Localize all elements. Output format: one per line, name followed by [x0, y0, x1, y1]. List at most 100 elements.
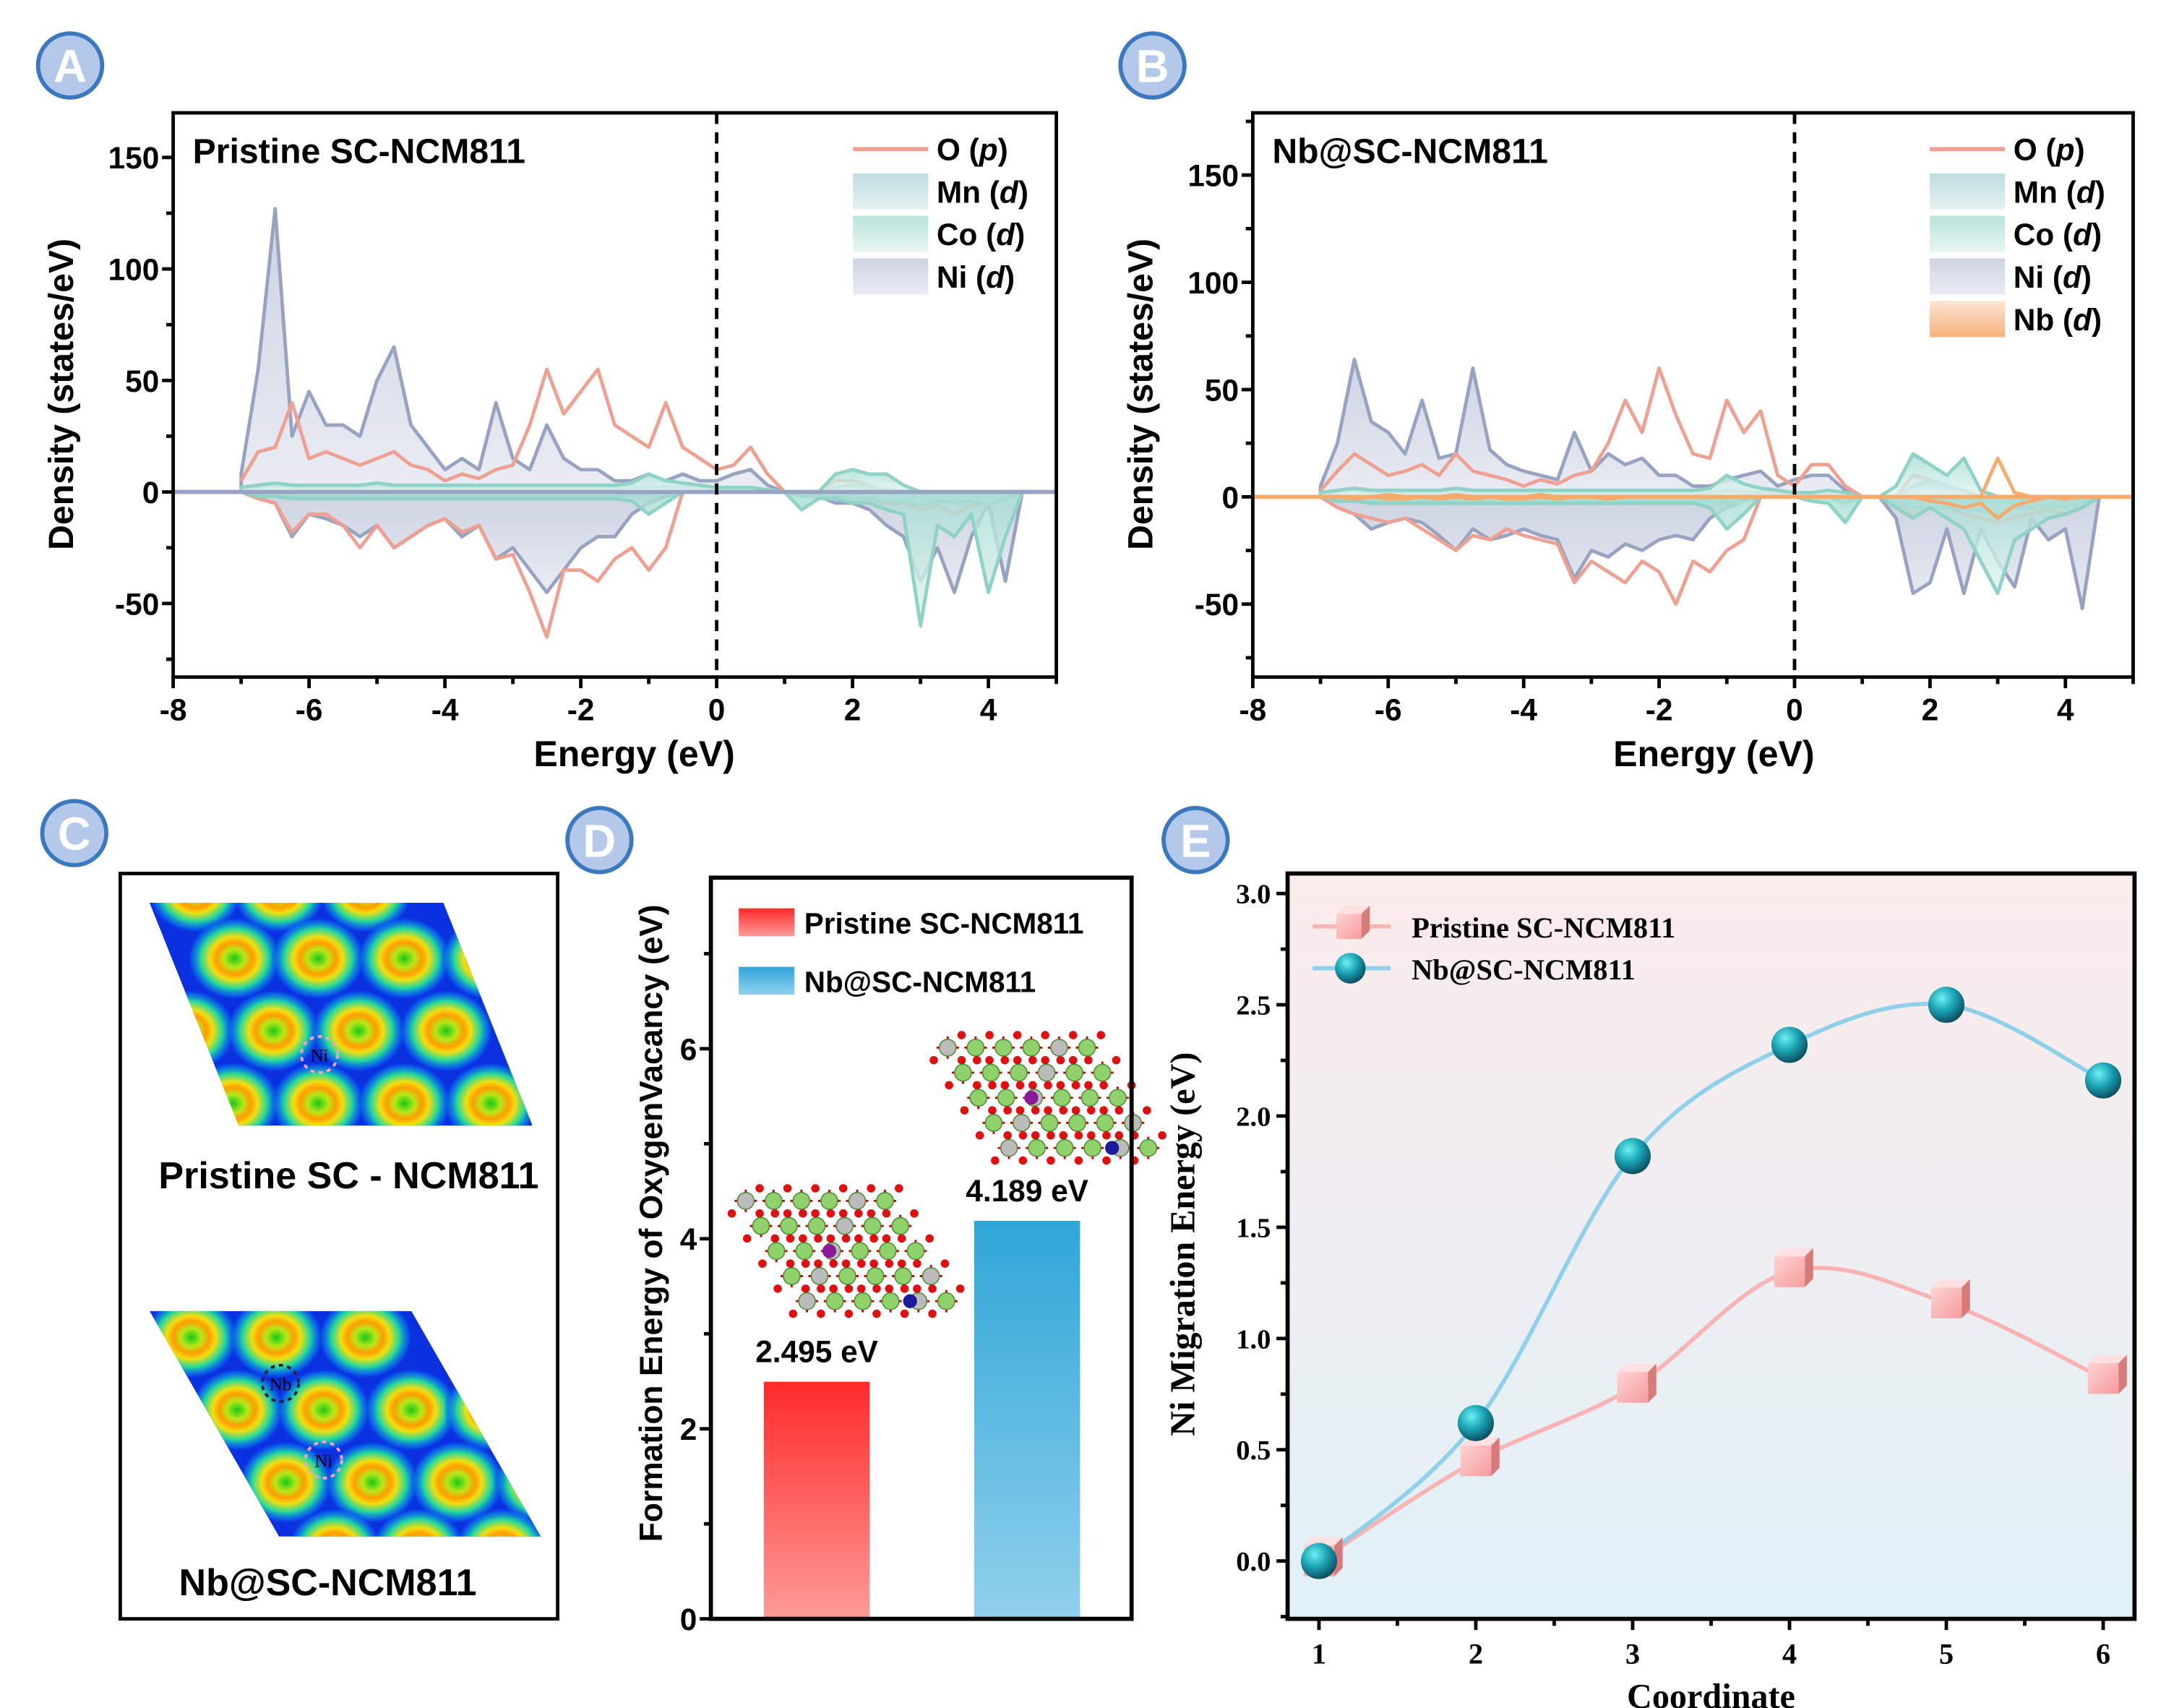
ni-site-label: Ni [310, 1047, 328, 1066]
plot-background [1287, 873, 2135, 1619]
cube-top [1336, 905, 1370, 914]
oxygen-atom [799, 1209, 807, 1218]
y-tick-label: 1.0 [1236, 1324, 1271, 1355]
charge-density-spot [454, 1507, 541, 1537]
chart-title: Nb@SC-NCM811 [1272, 132, 1548, 171]
panel-label-badge [40, 799, 108, 867]
dos-co-down-area [1318, 494, 2102, 596]
oxygen-atom [838, 1184, 848, 1193]
oxygen-atom [1028, 1055, 1037, 1065]
oxygen-atom [1102, 1131, 1111, 1140]
series-group [173, 207, 1057, 639]
oxygen-atom [1018, 1131, 1028, 1140]
dopant-atom [1105, 1141, 1120, 1155]
plot-frame [1250, 111, 2135, 679]
dopant-atom [1024, 1091, 1039, 1105]
panel-label-a: A [53, 41, 87, 93]
legend-label-mn: Mn (d) [2014, 175, 2105, 209]
panel-label-c: C [58, 809, 91, 860]
legend-label: Pristine SC-NCM811 [804, 906, 1084, 940]
oxygen-atom [1114, 1131, 1124, 1140]
oxygen-atom [841, 1234, 851, 1243]
metal-atom [969, 1089, 987, 1107]
cube-front [1336, 914, 1362, 940]
oxygen-atom [841, 1259, 851, 1268]
oxygen-atom [811, 1209, 820, 1218]
cube-top [1774, 1248, 1813, 1257]
legend-label-o: O (p) [937, 133, 1008, 167]
bar-value-label: 2.495 eV [755, 1335, 878, 1369]
metal-atom [1022, 1039, 1041, 1057]
data-point-sphere [1300, 1542, 1338, 1579]
y-axis-label: Ni Migration Energy (eV) [1164, 1052, 1202, 1436]
metal-atom [1065, 1063, 1083, 1082]
charge-density-map-nb [149, 1310, 541, 1537]
panel-label-d: D [583, 815, 616, 867]
oxygen-atom [1056, 1081, 1065, 1090]
metal-atom [981, 1063, 1000, 1082]
cube-side [1361, 905, 1370, 940]
metal-atom [997, 1089, 1015, 1107]
charge-density-spot [149, 902, 243, 934]
charge-density-spot [443, 1368, 538, 1452]
bar-value-label: 4.189 eV [966, 1174, 1088, 1208]
charge-density-spot [149, 1310, 239, 1380]
x-tick-label: -2 [1646, 692, 1673, 726]
y-tick-label: -50 [1195, 588, 1239, 622]
charge-density-spot [357, 1061, 452, 1126]
oxygen-atom [1041, 1031, 1049, 1039]
cube-front [1460, 1445, 1492, 1477]
metal-atom [854, 1292, 872, 1310]
metal-atom [891, 1216, 910, 1235]
x-tick-label: 0 [708, 692, 726, 726]
oxygen-atom [872, 1284, 881, 1293]
charge-density-spot [276, 1368, 371, 1452]
oxygen-atom [972, 1081, 981, 1090]
metal-atom [966, 1039, 985, 1057]
data-point-sphere [1771, 1026, 1808, 1063]
y-tick-label: 2.0 [1236, 1102, 1271, 1132]
metal-atom [1068, 1114, 1086, 1132]
oxygen-atom [928, 1284, 937, 1293]
dos-plot-area: -8 -6 -4 -2 0 2 4 -50 0 50 100 150 O (p) Mn (d) Co (d)… [108, 111, 1059, 726]
oxygen-atom [1099, 1081, 1108, 1090]
metal-atom [938, 1039, 957, 1057]
oxygen-atom [814, 1234, 822, 1243]
chart-title: Pristine SC-NCM811 [193, 132, 525, 171]
oxygen-atom [1087, 1131, 1096, 1140]
oxygen-atom [913, 1259, 921, 1268]
y-tick-label: 150 [108, 141, 160, 175]
panel-labels: A B C D E [35, 31, 1230, 875]
x-tick-label: -8 [1239, 692, 1267, 726]
oxygen-atom [1031, 1106, 1040, 1115]
data-point-sphere [1928, 987, 1965, 1023]
panel-label-badge [1161, 806, 1230, 875]
metal-atom [810, 1267, 829, 1285]
y-axis-label: Formation Energy of OxygenVacancy (eV) [634, 904, 669, 1542]
oxygen-atom [1041, 1055, 1049, 1065]
charge-density-spot [231, 902, 327, 934]
caption-nb: Nb@SC-NCM811 [179, 1562, 477, 1604]
dopant-atom [822, 1244, 837, 1258]
ni-site-label: Ni [314, 1452, 332, 1472]
legend-marker-sphere [1335, 953, 1366, 984]
x-tick-label: 2 [1922, 692, 1939, 726]
oxygen-atom [988, 1106, 997, 1115]
panel-d-bar-chart: 2.495 eV Pristine SC-NCM811 4.189 eV Nb@SC-… [634, 875, 1167, 1636]
oxygen-atom [945, 1081, 953, 1090]
charge-density-map-pristine [149, 902, 533, 1126]
oxygen-atom [1096, 1031, 1106, 1039]
x-tick-label: 2 [844, 692, 862, 726]
legend-swatch-ni [1930, 258, 2006, 295]
oxygen-atom [817, 1309, 825, 1318]
charge-density-spot [364, 1368, 459, 1452]
oxygen-atom [786, 1234, 795, 1243]
panel-b-dos-chart: -8 -6 -4 -2 0 2 4 -50 0 50 100 150 O (p) Mn (d) Co (d)… [1122, 111, 2135, 774]
oxygen-atom [1084, 1055, 1093, 1065]
oxygen-atom [900, 1284, 909, 1293]
nb-site-label: Nb [270, 1376, 292, 1395]
legend-label-co: Co (d) [937, 218, 1025, 252]
x-tick-label: -8 [160, 692, 187, 726]
oxygen-atom [844, 1309, 854, 1318]
oxygen-atom [742, 1234, 752, 1243]
